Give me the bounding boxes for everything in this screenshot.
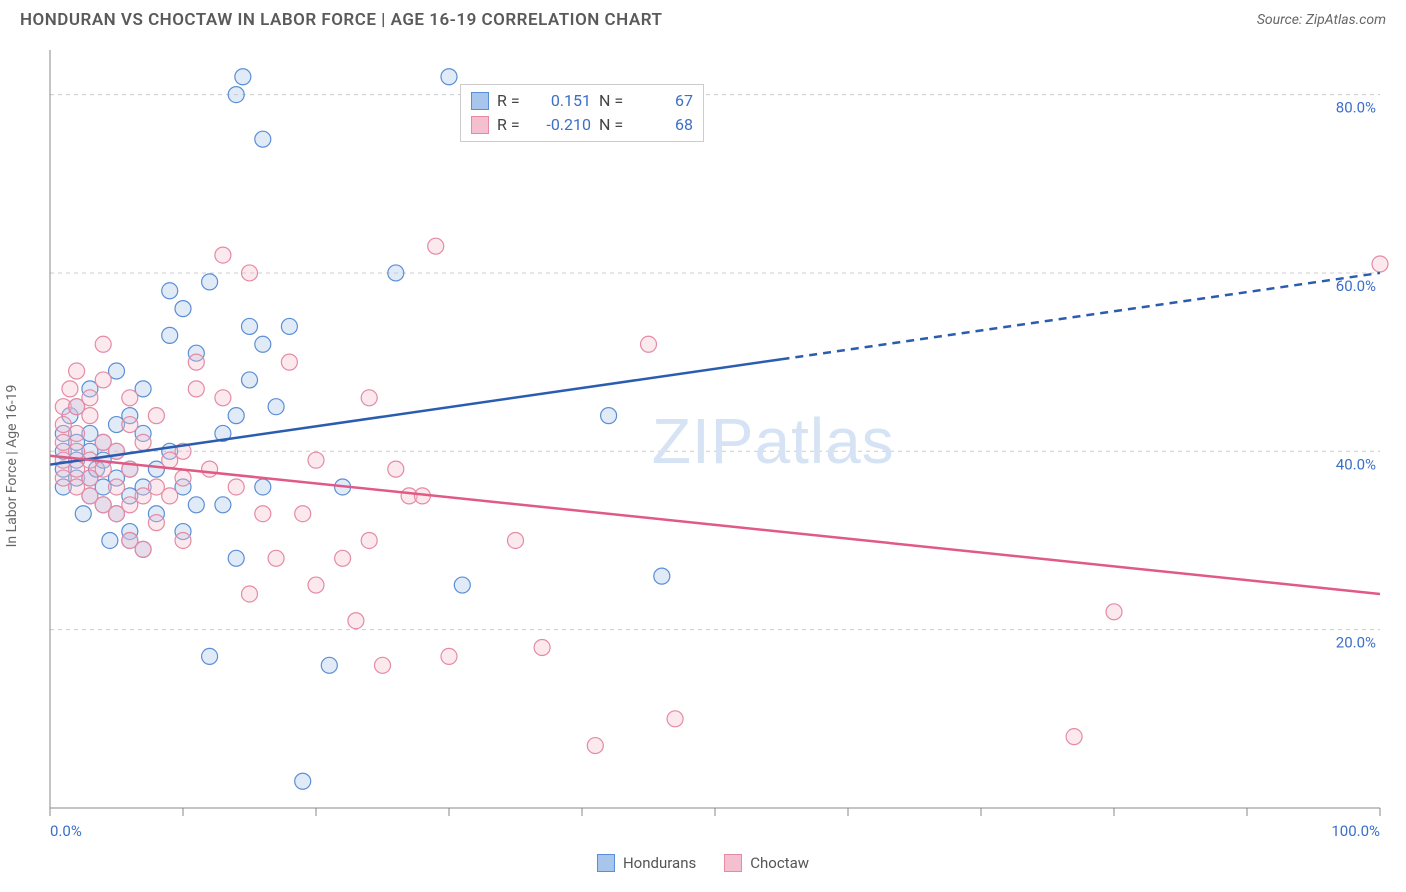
n-label: N = [599,113,627,137]
n-value: 67 [635,89,693,113]
r-value: 0.151 [533,89,591,113]
legend-item: Choctaw [724,854,809,872]
svg-text:0.0%: 0.0% [50,822,82,840]
series-legend: Hondurans Choctaw [597,854,809,872]
y-axis-label: In Labor Force | Age 16-19 [4,385,20,548]
legend-swatch [724,854,742,872]
legend-label: Hondurans [623,854,696,872]
svg-text:20.0%: 20.0% [1336,634,1376,652]
legend-swatch [471,92,489,110]
chart-source: Source: ZipAtlas.com [1257,12,1386,28]
svg-text:40.0%: 40.0% [1336,455,1376,473]
legend-swatch [597,854,615,872]
r-label: R = [497,89,525,113]
legend-row: R = 0.151 N = 67 [471,89,693,113]
chart-title: HONDURAN VS CHOCTAW IN LABOR FORCE | AGE… [20,10,662,30]
svg-text:100.0%: 100.0% [1331,822,1380,840]
correlation-legend: R = 0.151 N = 67 R = -0.210 N = 68 [460,84,704,142]
legend-label: Choctaw [750,854,809,872]
r-value: -0.210 [533,113,591,137]
r-label: R = [497,113,525,137]
legend-row: R = -0.210 N = 68 [471,113,693,137]
legend-swatch [471,116,489,134]
chart-area: In Labor Force | Age 16-19 ZIPatlas 20.0… [0,38,1406,878]
legend-item: Hondurans [597,854,696,872]
scatter-chart: 20.0%40.0%60.0%80.0%0.0%100.0% [0,38,1406,878]
chart-header: HONDURAN VS CHOCTAW IN LABOR FORCE | AGE… [0,0,1406,38]
n-value: 68 [635,113,693,137]
n-label: N = [599,89,627,113]
svg-text:80.0%: 80.0% [1336,99,1376,117]
